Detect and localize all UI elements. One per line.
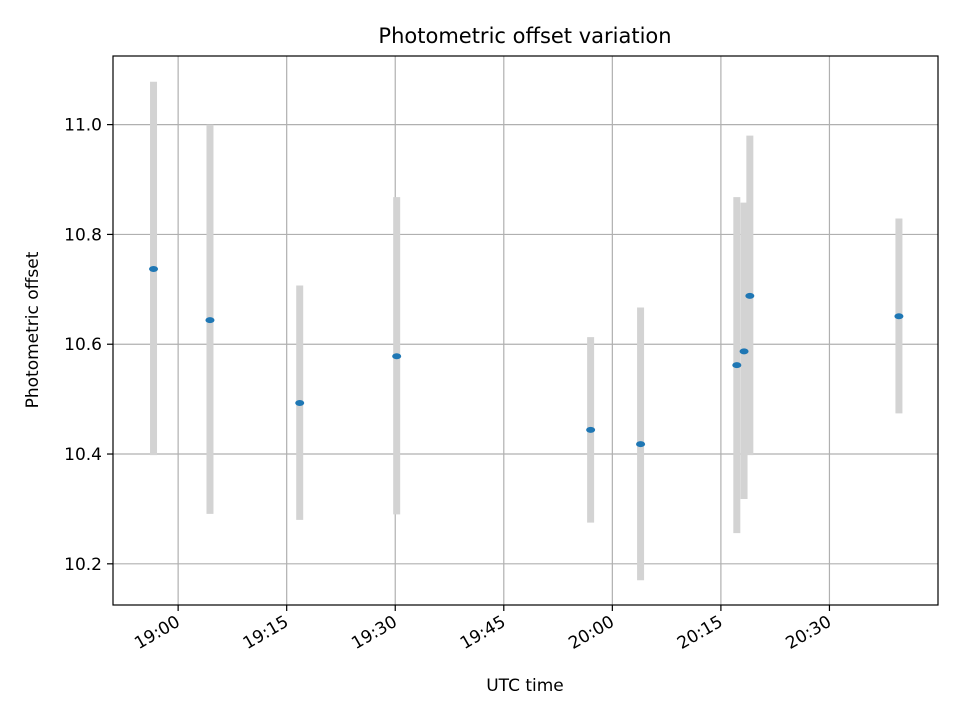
plot-frame: [112, 55, 939, 606]
data-point: [392, 353, 402, 360]
y-tick-label: 11.0: [64, 116, 102, 136]
data-points: [149, 266, 904, 448]
y-tick-label: 10.6: [64, 335, 102, 355]
data-point: [739, 348, 749, 355]
data-point: [894, 313, 904, 320]
data-point: [149, 266, 159, 273]
y-axis-ticks: 10.2 10.4 10.6 10.8 11.0: [64, 116, 113, 575]
x-axis-label: UTC time: [486, 676, 564, 696]
data-point: [745, 292, 755, 299]
chart-title: Photometric offset variation: [378, 24, 671, 48]
data-point: [636, 441, 646, 448]
y-axis-label: Photometric offset: [23, 251, 43, 408]
data-point: [732, 362, 742, 369]
grid: [113, 56, 938, 605]
y-tick-label: 10.4: [64, 445, 102, 465]
data-point: [205, 317, 215, 324]
data-point: [586, 426, 596, 433]
y-tick-label: 10.8: [64, 225, 102, 245]
data-point: [295, 399, 305, 406]
y-tick-label: 10.2: [64, 555, 102, 575]
